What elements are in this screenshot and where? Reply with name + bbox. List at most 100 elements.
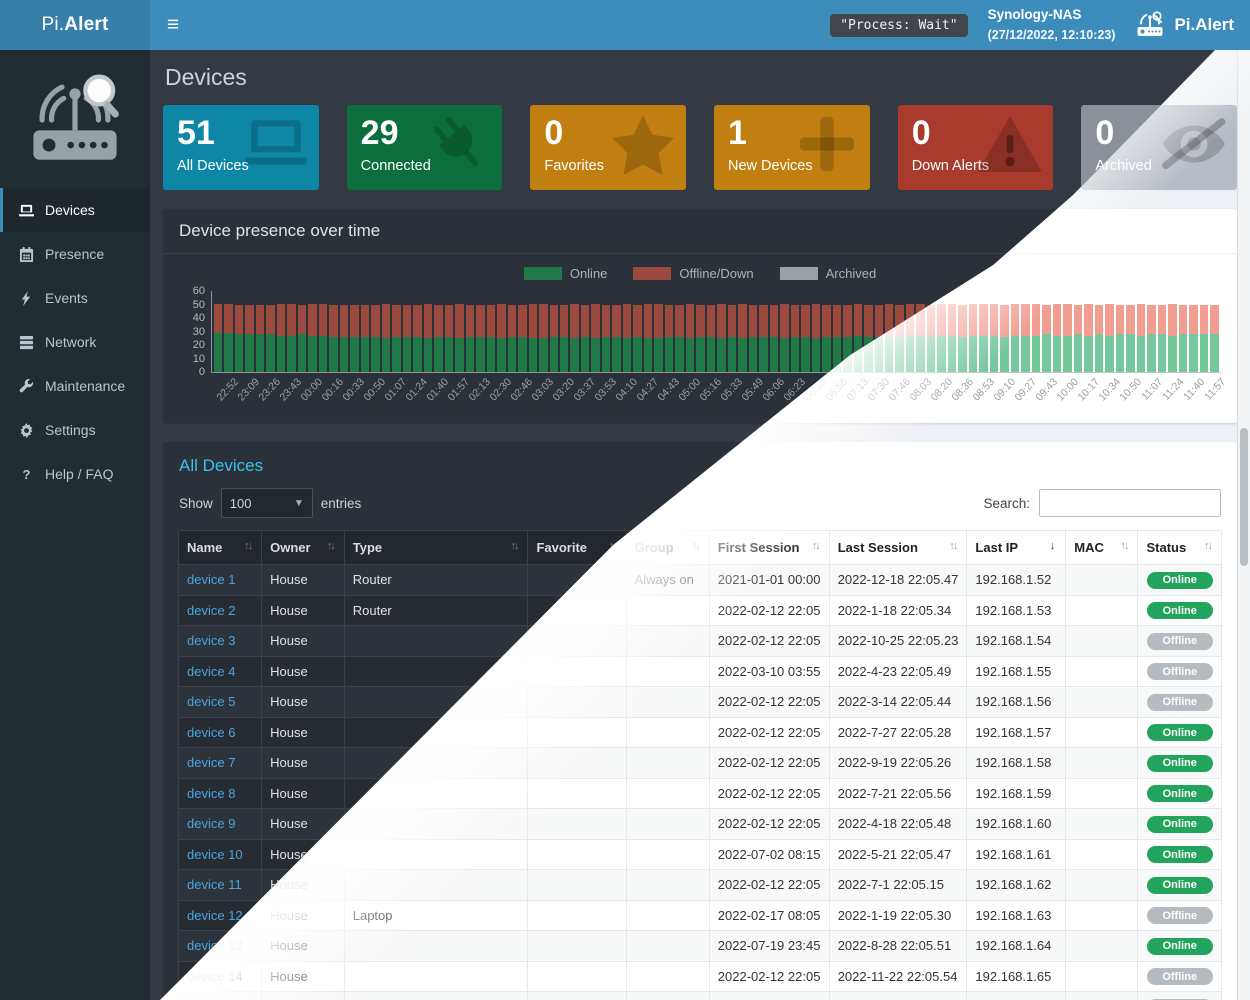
presence-bar[interactable]: [329, 304, 338, 372]
sidebar-item-maintenance[interactable]: Maintenance: [0, 364, 150, 408]
column-header-status[interactable]: Status↑↓: [1137, 530, 1222, 565]
device-link[interactable]: device 14: [187, 968, 243, 984]
column-header-first-session[interactable]: First Session↑↓: [708, 530, 830, 565]
presence-bar[interactable]: [1136, 304, 1146, 372]
app-logo[interactable]: Pi.Alert: [0, 0, 150, 50]
sidebar-item-settings[interactable]: Settings: [0, 408, 150, 452]
presence-bar[interactable]: [1105, 304, 1114, 372]
presence-bar[interactable]: [423, 304, 433, 372]
presence-bar[interactable]: [1010, 304, 1020, 372]
device-link[interactable]: device 8: [187, 785, 236, 801]
presence-bar[interactable]: [1084, 304, 1093, 372]
presence-bar[interactable]: [1063, 304, 1072, 372]
presence-bar[interactable]: [339, 304, 349, 372]
presence-bar[interactable]: [832, 304, 842, 372]
presence-bar[interactable]: [224, 304, 233, 372]
presence-bar[interactable]: [497, 304, 506, 372]
device-link[interactable]: device 11: [187, 877, 242, 893]
device-link[interactable]: device 5: [187, 694, 236, 710]
device-link[interactable]: device 12: [187, 907, 243, 923]
presence-bar[interactable]: [276, 304, 286, 372]
presence-bar[interactable]: [371, 304, 380, 372]
column-header-last-session[interactable]: Last Session↑↓: [828, 530, 968, 565]
presence-bar[interactable]: [601, 304, 611, 372]
presence-bar[interactable]: [780, 304, 789, 372]
presence-bar[interactable]: [822, 304, 831, 372]
presence-bar[interactable]: [392, 304, 401, 372]
presence-bar[interactable]: [979, 304, 988, 372]
presence-bar[interactable]: [413, 304, 422, 372]
presence-bar[interactable]: [255, 304, 265, 372]
presence-bar[interactable]: [664, 304, 674, 372]
presence-bar[interactable]: [476, 304, 485, 372]
presence-bar[interactable]: [234, 304, 244, 372]
presence-bar[interactable]: [444, 304, 454, 372]
presence-bar[interactable]: [769, 304, 779, 372]
presence-bar[interactable]: [1178, 304, 1188, 372]
column-header-group[interactable]: Group↑↓: [625, 530, 710, 565]
device-link[interactable]: device 9: [187, 816, 236, 832]
presence-bar[interactable]: [455, 304, 464, 372]
presence-bar[interactable]: [402, 304, 412, 372]
presence-bar[interactable]: [675, 304, 684, 372]
presence-bar[interactable]: [559, 304, 569, 372]
presence-bar[interactable]: [622, 304, 632, 372]
presence-bar[interactable]: [633, 304, 642, 372]
presence-bar[interactable]: [287, 304, 296, 372]
scrollbar-thumb[interactable]: [1240, 428, 1248, 566]
presence-bar[interactable]: [580, 304, 590, 372]
presence-bar[interactable]: [759, 304, 768, 372]
presence-bar[interactable]: [266, 304, 275, 372]
presence-bar[interactable]: [360, 304, 370, 372]
presence-bar[interactable]: [958, 304, 967, 372]
presence-bar[interactable]: [801, 304, 810, 372]
device-link[interactable]: device 2: [187, 602, 236, 618]
presence-bar[interactable]: [968, 304, 978, 372]
presence-bar[interactable]: [381, 304, 391, 372]
presence-bar[interactable]: [937, 304, 946, 372]
column-header-last-ip[interactable]: Last IP↓: [966, 530, 1067, 565]
presence-bar[interactable]: [696, 304, 705, 372]
presence-bar[interactable]: [507, 304, 517, 372]
presence-bar[interactable]: [1147, 304, 1156, 372]
search-input[interactable]: [1039, 489, 1221, 517]
presence-bar[interactable]: [685, 304, 695, 372]
presence-bar[interactable]: [1042, 304, 1051, 372]
presence-bar[interactable]: [539, 304, 548, 372]
presence-bar[interactable]: [727, 304, 737, 372]
presence-bar[interactable]: [790, 304, 800, 372]
presence-bar[interactable]: [654, 304, 663, 372]
presence-bar[interactable]: [528, 304, 538, 372]
presence-bar[interactable]: [486, 304, 496, 372]
presence-bar[interactable]: [350, 304, 359, 372]
presence-bar[interactable]: [811, 304, 821, 372]
sidebar-item-presence[interactable]: Presence: [0, 232, 150, 276]
device-link[interactable]: device 4: [187, 663, 236, 679]
presence-bar[interactable]: [434, 304, 443, 372]
vertical-scrollbar[interactable]: [1237, 50, 1250, 1000]
presence-bar[interactable]: [1031, 304, 1041, 372]
presence-bar[interactable]: [518, 304, 527, 372]
presence-bar[interactable]: [1115, 304, 1125, 372]
presence-bar[interactable]: [549, 304, 558, 372]
presence-bar[interactable]: [465, 304, 475, 372]
presence-bar[interactable]: [570, 304, 579, 372]
presence-bar[interactable]: [591, 304, 600, 372]
column-header-type[interactable]: Type↑↓: [343, 530, 529, 565]
presence-bar[interactable]: [1168, 304, 1177, 372]
device-link[interactable]: device 10: [187, 846, 243, 862]
presence-bar[interactable]: [926, 304, 936, 372]
presence-bar[interactable]: [1052, 304, 1062, 372]
presence-bar[interactable]: [1199, 304, 1209, 372]
device-link[interactable]: device 1: [187, 572, 236, 588]
presence-bar[interactable]: [1073, 304, 1083, 372]
presence-bar[interactable]: [717, 304, 726, 372]
device-link[interactable]: device 3: [187, 633, 236, 649]
column-header-name[interactable]: Name↑↓: [177, 530, 263, 565]
presence-bar[interactable]: [1189, 304, 1198, 372]
presence-bar[interactable]: [989, 304, 999, 372]
